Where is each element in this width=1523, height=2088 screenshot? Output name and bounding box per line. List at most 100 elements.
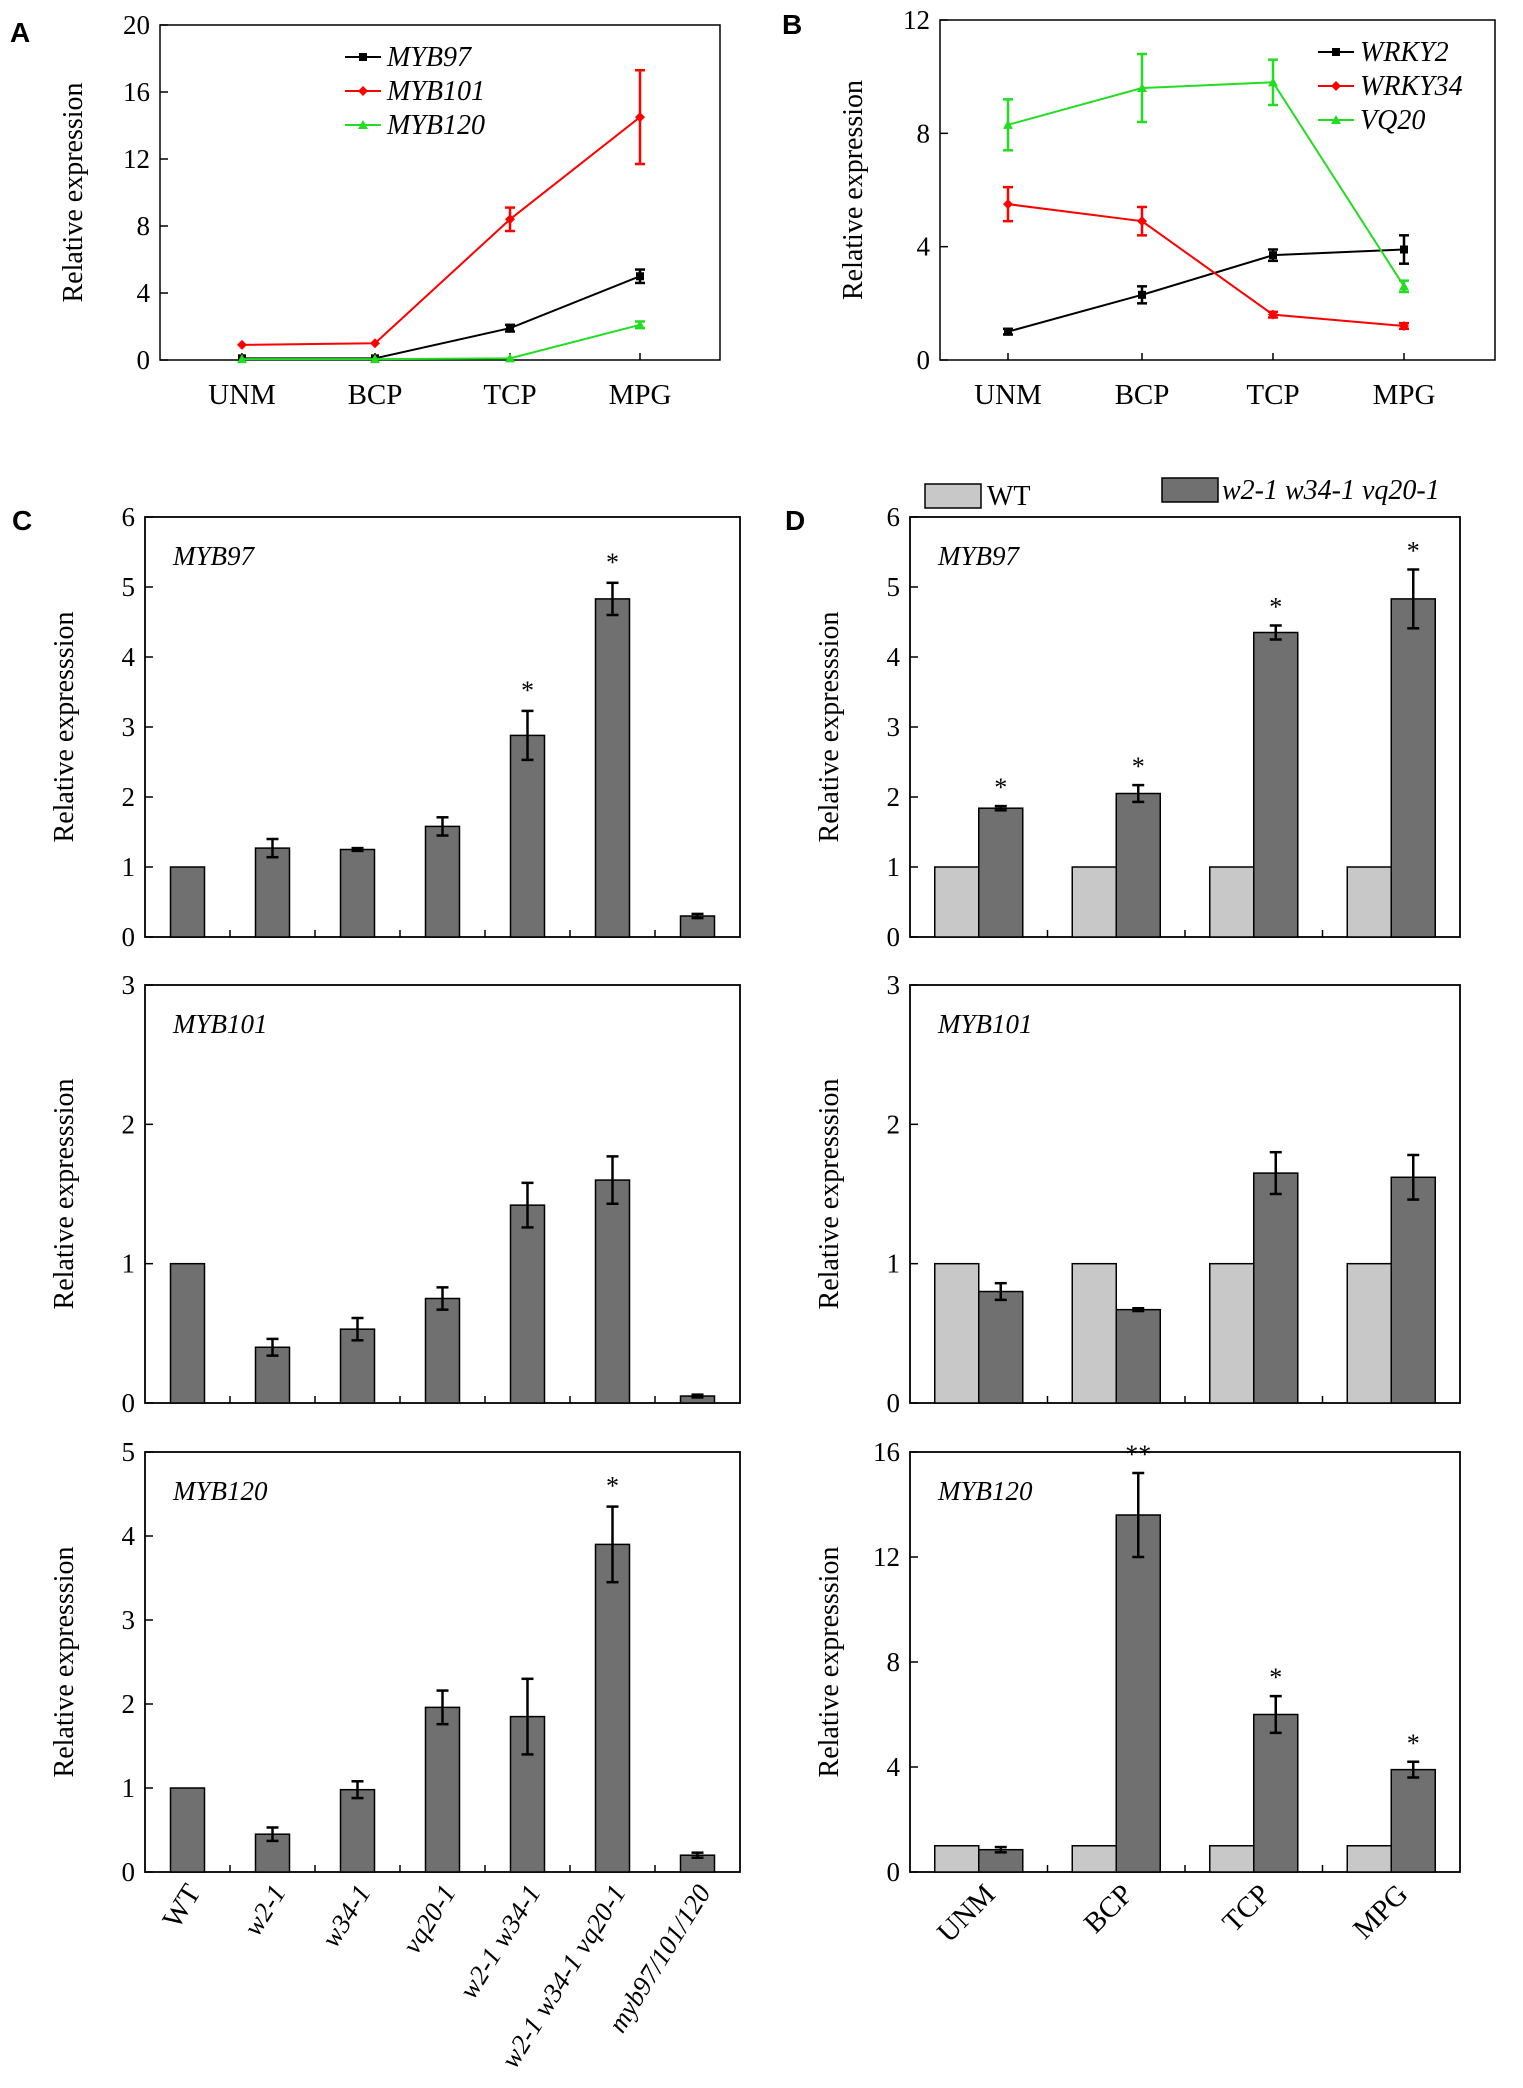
- panel-a-y-axis-title: Relative expression: [58, 82, 89, 302]
- panel-b-series-wrky34-point: [1003, 199, 1013, 210]
- panel-a-ytick-label: 8: [137, 211, 151, 241]
- panel-c-myb101-y-axis-title: Relative expresssion: [49, 1079, 80, 1310]
- panel-c-myb101-gene-label: MYB101: [172, 1009, 268, 1039]
- panel-d-myb97-significance-star: *: [1132, 752, 1145, 781]
- panel-c-myb97-ytick-label: 1: [122, 852, 136, 882]
- panel-b-ytick-label: 8: [917, 118, 931, 148]
- panel-d-myb120-bar-wt-bcp: [1071, 1845, 1117, 1873]
- panel-a-series-myb120-point: [370, 354, 380, 364]
- panel-b-series-vq20-point: [1137, 83, 1147, 92]
- panel-a-series-myb97-point: [506, 324, 514, 333]
- panel-c-myb120-ytick-label: 5: [122, 1437, 136, 1467]
- panel-c-myb101-bar-wt: [169, 1262, 206, 1404]
- panel-b-xtick-label-bcp: BCP: [1115, 379, 1170, 411]
- panel-c-myb97-bar-w34-1: [339, 848, 376, 938]
- panel-c-xtick-label-w2-1-w34-1: w2-1 w34-1: [453, 1879, 546, 2004]
- panel-a-series-myb101-point: [370, 338, 380, 349]
- panel-d-myb101-bar-mutant-unm: [978, 1290, 1024, 1404]
- panel-d-myb97-ytick-label: 5: [887, 572, 901, 602]
- panel-d-myb97-bar-wt-unm: [934, 866, 980, 938]
- panel-d-legend-label-mutant: w2-1 w34-1 vq20-1: [1222, 475, 1440, 506]
- panel-a-series-myb120-legend-marker: [358, 120, 368, 129]
- panel-d-myb101-y-axis-title: Relative expresssion: [814, 1079, 845, 1310]
- panel-d-myb97-ytick-label: 0: [887, 922, 901, 952]
- panel-a-series-myb101-legend-marker: [358, 86, 368, 96]
- panel-d-myb120-bar-wt-mpg: [1346, 1845, 1392, 1873]
- panel-b-series-wrky34-point: [1399, 321, 1409, 331]
- panel-d-myb97-bar-mutant-mpg: [1390, 598, 1436, 938]
- panel-c-myb97-bar-vq20-1: [424, 825, 461, 938]
- panel-d-xtick-label-bcp: BCP: [1078, 1878, 1139, 1939]
- panel-d-myb97-significance-star: *: [1407, 537, 1420, 566]
- panel-b-y-axis-title: Relative expression: [838, 80, 869, 300]
- panel-c-myb97-significance-star: *: [606, 548, 619, 577]
- panel-a-series-myb97-legend-marker: [359, 53, 367, 61]
- panel-d-myb97-bar-mutant-tcp: [1253, 631, 1299, 938]
- panel-letter-b: B: [782, 9, 802, 40]
- panel-c-myb97-bar-w2-1-w34-1-vq20-1: [594, 598, 631, 938]
- panel-d-myb120-ytick-label: 12: [873, 1542, 900, 1572]
- panel-letter-d: D: [785, 505, 805, 536]
- panel-d-myb101-ytick-label: 1: [887, 1249, 901, 1279]
- panel-b-series-wrky2-point: [1004, 327, 1012, 336]
- panel-d-myb97-bar-wt-bcp: [1071, 866, 1117, 938]
- panel-b-series-wrky2-line: [1007, 248, 1405, 333]
- panel-letter-c: C: [12, 505, 32, 536]
- panel-d-myb101-bar-wt-tcp: [1209, 1262, 1255, 1404]
- panel-d-myb97-ytick-label: 6: [887, 502, 901, 532]
- panel-b-series-wrky34-point: [1137, 216, 1147, 227]
- panel-c-myb97-bar-w2-1: [254, 847, 291, 938]
- panel-b-series-wrky34-point: [1268, 309, 1278, 320]
- panel-d-myb97-ytick-label: 3: [887, 712, 901, 742]
- panel-d-myb120-bar-mutant-tcp: [1253, 1713, 1299, 1873]
- panel-c-myb97-significance-star: *: [521, 676, 534, 705]
- panel-c-myb120-ytick-label: 2: [122, 1689, 136, 1719]
- panel-d-myb97-significance-star: *: [994, 773, 1007, 802]
- panel-b-series-vq20-point: [1399, 281, 1409, 291]
- panel-d-myb120-bar-wt-unm: [934, 1845, 980, 1873]
- panel-d-myb97-significance-star: *: [1269, 593, 1282, 622]
- panel-d-legend-swatch-mutant: [1161, 477, 1219, 503]
- panel-c-myb120-gene-label: MYB120: [172, 1476, 268, 1506]
- panel-b-series-vq20-legend-label: VQ20: [1360, 105, 1425, 136]
- panel-d-myb97-y-axis-title: Relative expresssion: [814, 612, 845, 843]
- panel-b-series-wrky34-legend-marker: [1331, 81, 1341, 91]
- panel-d-myb120-y-axis-title: Relative expresssion: [814, 1547, 845, 1778]
- panel-c-myb101-ytick-label: 3: [122, 970, 136, 1000]
- panel-b-ytick-label: 0: [917, 345, 931, 375]
- panel-a-xtick-label-tcp: TCP: [483, 379, 536, 411]
- panel-c-myb120-bar-w2-1-w34-1-vq20-1: [594, 1543, 631, 1873]
- panel-d-myb120-significance-star: **: [1125, 1440, 1151, 1469]
- panel-d-myb120-bar-mutant-bcp: [1115, 1514, 1161, 1873]
- panel-b-xtick-label-unm: UNM: [974, 379, 1042, 411]
- panel-c-myb97-ytick-label: 2: [122, 782, 136, 812]
- panel-a-series-myb101-point: [237, 339, 247, 350]
- panel-a-series-myb97-legend-label: MYB97: [386, 42, 472, 73]
- panel-d-myb97-bar-mutant-unm: [978, 807, 1024, 938]
- panel-c-myb101-ytick-label: 2: [122, 1109, 136, 1139]
- panel-a-xtick-label-unm: UNM: [208, 379, 276, 411]
- panel-c-myb97-ytick-label: 6: [122, 502, 136, 532]
- panel-d-myb120-bar-mutant-mpg: [1390, 1768, 1436, 1873]
- panel-b-series-vq20-point: [1268, 77, 1278, 87]
- panel-d-myb120-ytick-label: 0: [887, 1857, 901, 1887]
- panel-a-series-myb97-line: [242, 275, 641, 360]
- panel-d-myb101-bar-mutant-tcp: [1253, 1172, 1299, 1404]
- panel-a-series-myb120-line: [242, 323, 641, 361]
- panel-b-series-wrky2-legend-marker: [1332, 48, 1340, 56]
- panel-c-myb120-y-axis-title: Relative expresssion: [49, 1547, 80, 1778]
- panel-c-myb120-bar-w34-1: [339, 1788, 376, 1873]
- panel-b-series-wrky2-point: [1400, 245, 1408, 254]
- panel-a-series-myb97-point: [636, 272, 644, 281]
- panel-b-series-vq20-point: [1003, 119, 1013, 129]
- panel-c-myb101-bar-vq20-1: [424, 1297, 461, 1404]
- panel-c-myb120-bar-wt: [169, 1787, 206, 1873]
- panel-d-myb120-significance-star: *: [1269, 1663, 1282, 1692]
- panel-d-myb120-plot-frame: [909, 1451, 1461, 1873]
- panel-a-series-myb120-point: [237, 354, 247, 364]
- panel-a-series-myb120-point: [635, 319, 645, 329]
- panel-a-series-myb101-point: [635, 112, 645, 123]
- panel-d-myb120-significance-star: *: [1407, 1729, 1420, 1758]
- panel-c-myb120-ytick-label: 4: [122, 1521, 136, 1551]
